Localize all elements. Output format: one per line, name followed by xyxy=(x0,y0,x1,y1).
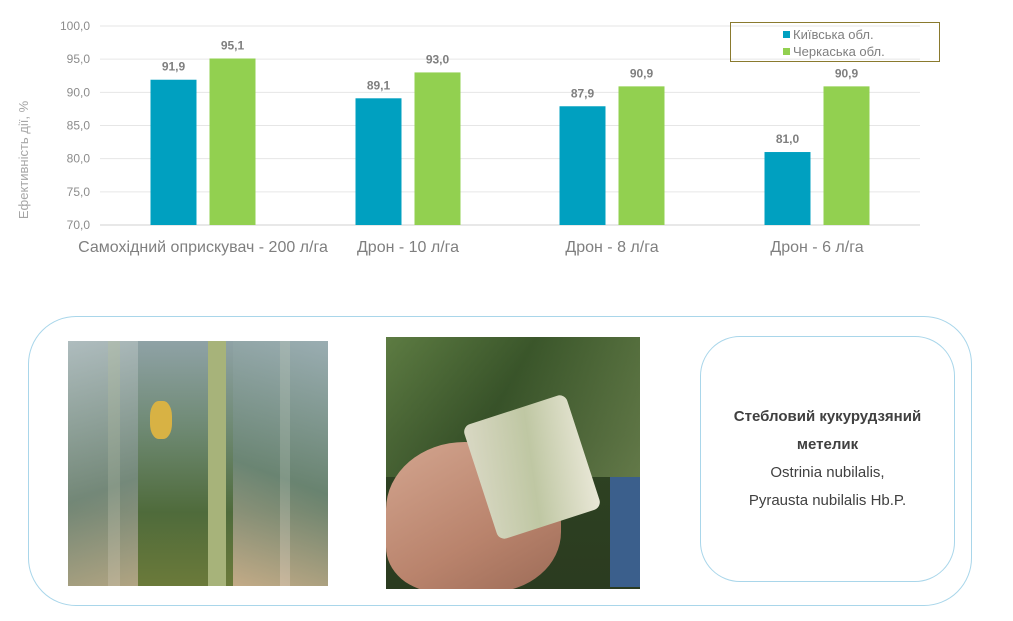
bar-kyiv xyxy=(355,98,402,225)
info-panel xyxy=(28,316,972,606)
bar-cherkasy xyxy=(823,86,870,225)
pest-name-line1: Стебловий кукурудзяний xyxy=(733,408,922,425)
data-labels: 91,9 89,1 87,9 81,0 95,1 93,0 90,9 90,9 xyxy=(162,39,859,147)
legend-swatch-kyiv xyxy=(783,31,790,38)
legend-label-cherkasy: Черкаська обл. xyxy=(793,44,885,59)
data-label: 81,0 xyxy=(776,132,800,146)
data-label: 87,9 xyxy=(571,86,595,100)
data-label: 90,9 xyxy=(630,66,654,80)
data-label: 89,1 xyxy=(367,78,391,92)
damaged-stalk-in-hand-photo xyxy=(386,337,640,589)
y-tick-label: 85,0 xyxy=(67,119,91,133)
y-tick-label: 95,0 xyxy=(67,52,91,66)
bar-cherkasy xyxy=(414,72,461,225)
y-tick-label: 75,0 xyxy=(67,185,91,199)
y-axis-title: Ефективність дії, % xyxy=(16,100,31,219)
bars xyxy=(150,58,870,226)
pest-info-box: Стебловий кукурудзяний метелик Ostrinia … xyxy=(700,336,955,582)
bar-chart: 70,0 75,0 80,0 85,0 90,0 95,0 100,0 91,9 89,1 87… xyxy=(16,19,920,256)
y-tick-label: 80,0 xyxy=(67,152,91,166)
data-label: 91,9 xyxy=(162,60,186,74)
y-tick-label: 100,0 xyxy=(60,19,90,33)
latin-name-2: Pyrausta nubilalis Hb.P. xyxy=(748,492,907,509)
pest-name-line2: метелик xyxy=(796,436,859,453)
data-label: 95,1 xyxy=(221,39,245,53)
corn-stalk-photo xyxy=(68,341,328,586)
legend-item-cherkasy: Черкаська обл. xyxy=(783,43,939,60)
legend-item-kyiv: Київська обл. xyxy=(783,26,939,43)
category-labels: Самохідний оприскувач - 200 л/га Дрон - 1… xyxy=(78,239,864,256)
data-label: 90,9 xyxy=(835,66,859,80)
legend-swatch-cherkasy xyxy=(783,48,790,55)
data-label: 93,0 xyxy=(426,52,450,66)
y-tick-labels: 70,0 75,0 80,0 85,0 90,0 95,0 100,0 xyxy=(60,19,90,232)
y-tick-label: 90,0 xyxy=(67,85,91,99)
category-label: Дрон - 8 л/га xyxy=(565,239,658,256)
legend-label-kyiv: Київська обл. xyxy=(793,27,874,42)
bar-kyiv xyxy=(559,106,606,225)
category-label: Дрон - 6 л/га xyxy=(770,239,863,256)
bar-kyiv xyxy=(150,79,197,225)
category-label: Самохідний оприскувач - 200 л/га xyxy=(78,239,328,256)
bar-cherkasy xyxy=(209,58,256,226)
bar-kyiv xyxy=(764,152,811,225)
y-tick-label: 70,0 xyxy=(67,218,91,232)
category-label: Дрон - 10 л/га xyxy=(357,239,459,256)
chart-legend: Київська обл. Черкаська обл. xyxy=(730,22,940,62)
bar-cherkasy xyxy=(618,86,665,225)
latin-name-1: Ostrinia nubilalis, xyxy=(770,464,885,481)
